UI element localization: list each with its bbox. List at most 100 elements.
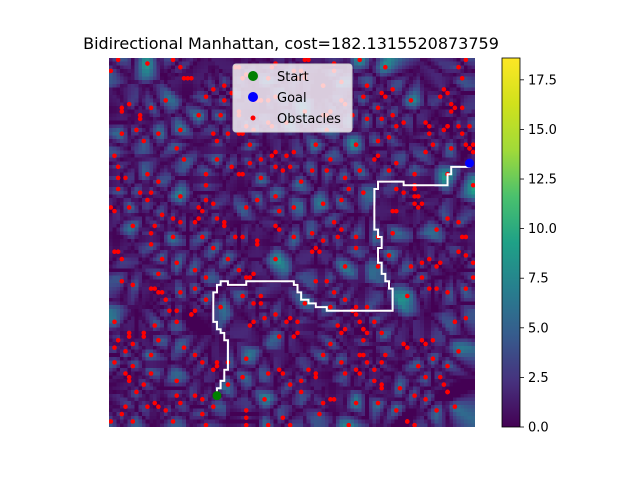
- legend-goal-marker: [248, 92, 258, 102]
- obstacle-marker: [412, 194, 417, 199]
- obstacle-marker: [174, 146, 180, 151]
- obstacle-marker: [419, 275, 425, 280]
- obstacle-marker: [437, 94, 443, 100]
- obstacle-marker: [130, 363, 136, 369]
- obstacle-marker: [159, 290, 165, 295]
- obstacle-marker: [394, 123, 399, 129]
- obstacle-marker: [211, 404, 216, 410]
- obstacle-marker: [192, 267, 198, 273]
- obstacle-marker: [145, 197, 150, 203]
- obstacle-marker: [463, 58, 469, 63]
- obstacle-marker: [386, 253, 392, 258]
- obstacle-marker: [357, 352, 363, 358]
- obstacle-marker: [456, 123, 461, 129]
- obstacle-marker: [200, 411, 205, 417]
- obstacle-marker: [189, 75, 194, 81]
- obstacle-marker: [364, 330, 370, 336]
- obstacle-marker: [379, 330, 384, 336]
- obstacle-marker: [123, 175, 128, 181]
- obstacle-marker: [211, 367, 216, 373]
- obstacle-marker: [148, 286, 154, 291]
- obstacle-marker: [251, 319, 256, 325]
- obstacle-marker: [258, 175, 264, 181]
- obstacle-marker: [192, 308, 198, 314]
- obstacle-marker: [115, 164, 121, 170]
- obstacle-marker: [346, 422, 352, 427]
- obstacle-marker: [353, 304, 359, 310]
- obstacle-marker: [178, 194, 183, 199]
- obstacle-marker: [448, 101, 454, 107]
- obstacle-marker: [404, 419, 410, 424]
- obstacle-marker: [324, 278, 330, 284]
- obstacle-marker: [243, 205, 249, 210]
- obstacle-marker: [423, 120, 428, 125]
- obstacle-marker: [353, 312, 359, 317]
- obstacle-marker: [251, 301, 256, 306]
- obstacle-marker: [262, 397, 267, 402]
- obstacle-marker: [456, 249, 461, 255]
- obstacle-marker: [364, 304, 370, 310]
- obstacle-marker: [276, 227, 282, 232]
- obstacle-marker: [112, 153, 117, 159]
- obstacle-marker: [287, 382, 293, 387]
- obstacle-marker: [353, 400, 359, 406]
- obstacle-marker: [452, 319, 458, 325]
- obstacle-marker: [459, 234, 465, 240]
- obstacle-marker: [331, 290, 337, 295]
- obstacle-marker: [112, 208, 117, 214]
- obstacle-marker: [148, 242, 154, 247]
- obstacle-marker: [419, 201, 425, 207]
- obstacle-marker: [448, 146, 454, 151]
- obstacle-marker: [262, 315, 267, 321]
- obstacle-marker: [375, 400, 381, 406]
- obstacle-marker: [276, 208, 282, 214]
- obstacle-marker: [192, 393, 198, 398]
- obstacle-marker: [313, 278, 319, 284]
- obstacle-marker: [148, 352, 154, 358]
- obstacle-marker: [463, 286, 469, 291]
- obstacle-marker: [130, 341, 136, 347]
- obstacle-marker: [375, 153, 381, 159]
- obstacle-marker: [415, 363, 421, 369]
- obstacle-marker: [214, 138, 220, 144]
- obstacle-marker: [123, 404, 128, 410]
- obstacle-marker: [412, 393, 417, 398]
- obstacle-marker: [346, 186, 352, 192]
- obstacle-marker: [408, 264, 414, 269]
- obstacle-marker: [236, 267, 242, 273]
- obstacle-marker: [470, 260, 475, 266]
- legend-goal-label: Goal: [277, 91, 307, 106]
- obstacle-marker: [211, 131, 216, 136]
- obstacle-marker: [126, 101, 132, 107]
- obstacle-marker: [148, 190, 154, 195]
- obstacle-marker: [415, 194, 421, 199]
- obstacle-marker: [412, 201, 417, 207]
- obstacle-marker: [383, 94, 388, 100]
- obstacle-marker: [280, 415, 286, 421]
- obstacle-marker: [178, 219, 183, 225]
- obstacle-marker: [364, 360, 370, 365]
- obstacle-marker: [200, 208, 205, 214]
- obstacle-marker: [412, 186, 417, 192]
- obstacle-marker: [357, 58, 363, 63]
- obstacle-marker: [379, 116, 384, 122]
- obstacle-marker: [123, 349, 128, 354]
- obstacle-marker: [112, 319, 117, 325]
- obstacle-marker: [302, 301, 308, 306]
- obstacle-marker: [445, 216, 450, 221]
- obstacle-marker: [383, 352, 388, 358]
- obstacle-marker: [240, 374, 245, 380]
- obstacle-marker: [273, 312, 278, 317]
- obstacle-marker: [379, 360, 384, 365]
- obstacle-marker: [412, 171, 417, 177]
- obstacle-marker: [415, 205, 421, 210]
- path-line: [212, 163, 471, 396]
- obstacle-marker: [441, 127, 447, 133]
- obstacle-marker: [232, 234, 238, 240]
- obstacle-marker: [130, 223, 136, 229]
- obstacle-marker: [320, 352, 326, 358]
- obstacle-marker: [196, 205, 201, 210]
- obstacle-marker: [247, 275, 253, 280]
- obstacle-marker: [119, 278, 125, 284]
- obstacle-marker: [361, 326, 366, 332]
